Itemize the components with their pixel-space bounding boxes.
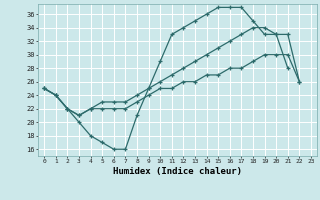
X-axis label: Humidex (Indice chaleur): Humidex (Indice chaleur) — [113, 167, 242, 176]
